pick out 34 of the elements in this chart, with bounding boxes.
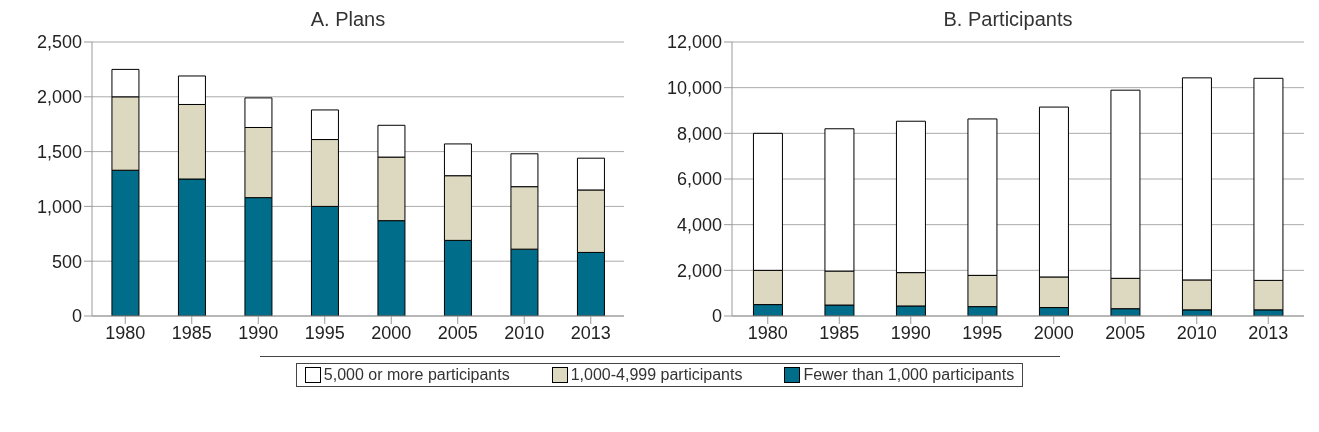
y-tick-label: 10,000 [666, 78, 722, 99]
legend-label: Fewer than 1,000 participants [803, 366, 1015, 384]
x-tick-label: 1980 [747, 322, 788, 343]
y-tick-label: 2,000 [36, 87, 82, 108]
y-tick-label: 1,000 [36, 196, 82, 217]
y-tick-label: 2,000 [676, 260, 722, 281]
legend-label: 1,000-4,999 participants [570, 366, 743, 384]
x-tick-label: 2005 [1105, 322, 1146, 343]
x-tick-label: 1990 [890, 322, 931, 343]
x-tick-label: 1980 [105, 322, 146, 343]
x-tick-label: 2010 [1176, 322, 1217, 343]
y-tick-label: 8,000 [676, 123, 722, 144]
y-tick-label: 12,000 [666, 32, 722, 53]
y-tick-label: 2,500 [36, 32, 82, 53]
x-tick-label: 2013 [1248, 322, 1289, 343]
x-tick-label: 2010 [504, 322, 545, 343]
x-tick-label: 2013 [570, 322, 611, 343]
chart-title: A. Plans [309, 8, 387, 32]
x-tick-label: 2000 [1033, 322, 1074, 343]
y-tick-label: 6,000 [676, 169, 722, 190]
x-tick-label: 1985 [171, 322, 212, 343]
x-tick-label: 1995 [962, 322, 1003, 343]
y-tick-label: 0 [71, 306, 82, 327]
x-tick-label: 1995 [304, 322, 345, 343]
x-tick-label: 2005 [437, 322, 478, 343]
x-tick-label: 1990 [238, 322, 279, 343]
y-tick-label: 500 [51, 251, 82, 272]
y-tick-label: 1,500 [36, 141, 82, 162]
y-tick-label: 4,000 [676, 215, 722, 236]
legend-label: 5,000 or more participants [323, 366, 510, 384]
x-tick-label: 2000 [371, 322, 412, 343]
y-tick-label: 0 [711, 306, 722, 327]
x-tick-label: 1985 [819, 322, 860, 343]
chart-title: B. Participants [942, 8, 1074, 32]
